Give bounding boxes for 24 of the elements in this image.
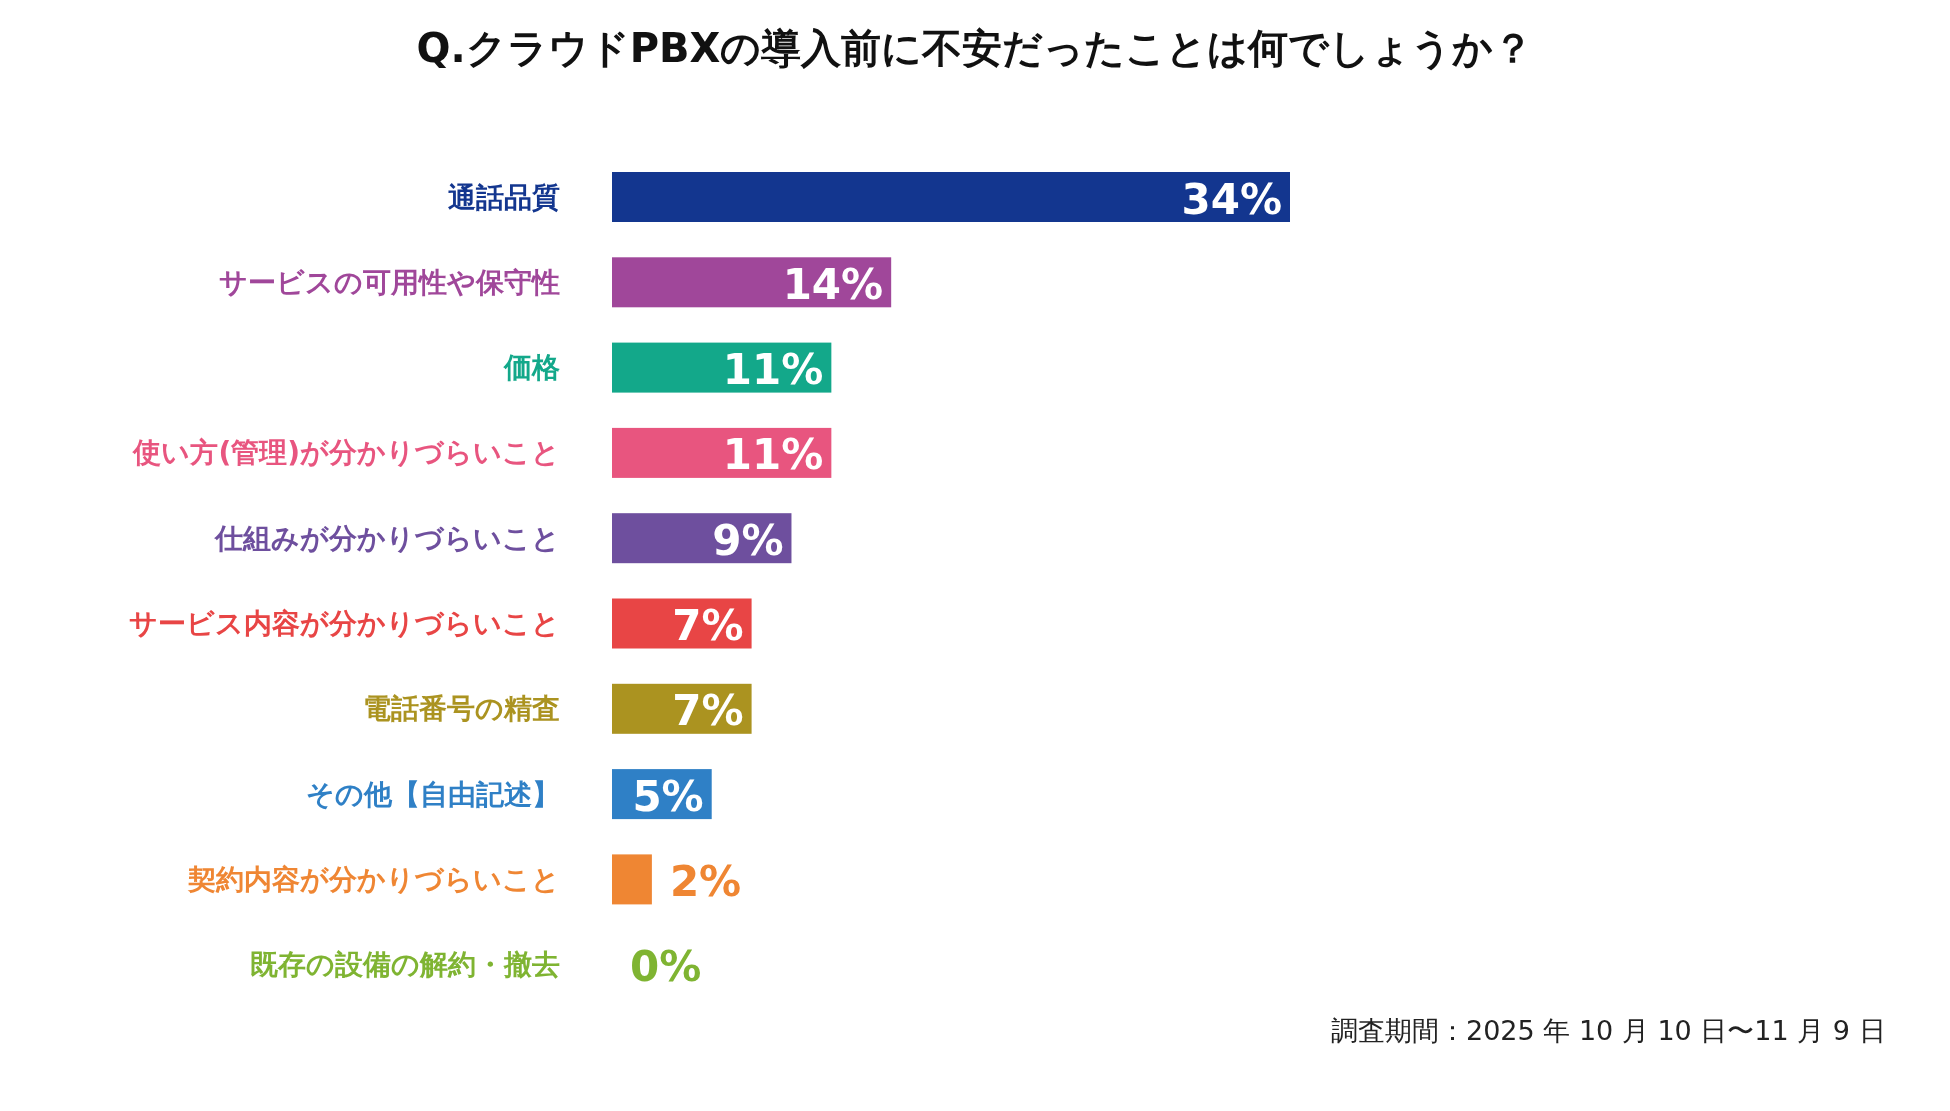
y-tick-label: サービス内容が分かりづらいこと	[129, 607, 560, 640]
data-label: 2%	[669, 856, 742, 906]
data-label: 9%	[712, 515, 784, 565]
y-tick-label: 価格	[503, 351, 560, 385]
data-label: 11%	[722, 430, 824, 480]
data-label: 14%	[782, 259, 884, 309]
data-label: 0%	[630, 942, 702, 992]
text: 調査期間：2025 年 10 月 10 日〜11 月 9 日	[1331, 1015, 1886, 1046]
y-tick-label: 仕組みが分かりづらいこと	[213, 521, 560, 555]
y-tick-label: 電話番号の精査	[363, 692, 560, 726]
data-label: 11%	[722, 345, 824, 395]
data-label: 7%	[672, 686, 744, 736]
bar	[612, 854, 652, 905]
y-tick-label: 通話品質	[448, 180, 560, 214]
y-tick-label: 契約内容が分かりづらいこと	[187, 862, 560, 896]
y-tick-label: サービスの可用性や保守性	[219, 265, 560, 299]
chart-title: Q.クラウドPBXの導入前に不安だったことは何でしょうか？	[416, 25, 1534, 71]
data-label: 7%	[672, 601, 744, 650]
bar	[612, 172, 1290, 222]
data-label: 34%	[1181, 174, 1282, 224]
data-label: 5%	[632, 771, 704, 821]
y-tick-label: その他【自由記述】	[306, 777, 560, 811]
y-tick-label: 使い方(管理)が分かりづらいこと	[132, 436, 560, 470]
y-tick-label: 既存の設備の解約・撤去	[250, 948, 560, 982]
